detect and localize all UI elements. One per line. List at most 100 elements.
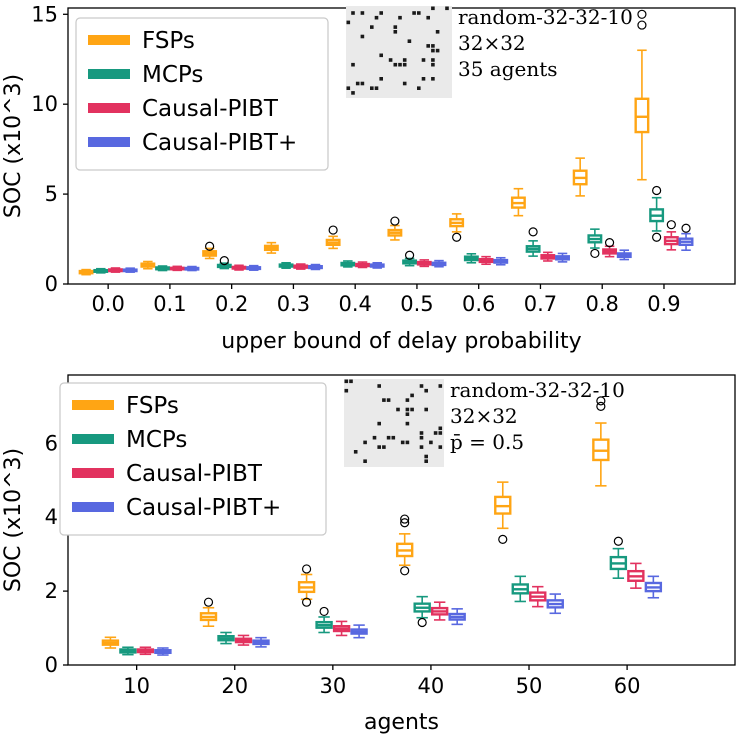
map-obstacle-cell bbox=[405, 421, 410, 426]
map-obstacle-cell bbox=[405, 440, 410, 445]
map-obstacle-cell bbox=[433, 431, 438, 435]
legend-item-FSPs: FSPs bbox=[72, 393, 179, 419]
box-Causal-PIBT+-40 bbox=[448, 608, 466, 626]
map-obstacle-cell bbox=[377, 384, 381, 388]
x-tick-label: 0.4 bbox=[338, 292, 371, 316]
y-axis-label: SOC (x10^3) bbox=[1, 74, 26, 218]
x-tick-label: 0.6 bbox=[462, 292, 495, 316]
map-obstacle-cell bbox=[351, 11, 355, 15]
box-Causal-PIBT+-0.9 bbox=[678, 223, 694, 251]
outlier-circle bbox=[319, 606, 329, 617]
map-obstacle-cell bbox=[426, 44, 430, 48]
outlier-circle bbox=[681, 223, 691, 233]
map-obstacle-cell bbox=[426, 15, 430, 20]
legend-item-Causal-PIBT: Causal-PIBT bbox=[72, 461, 263, 487]
box-Causal-PIBT-0.0 bbox=[108, 267, 123, 273]
map-obstacle-cell bbox=[402, 81, 407, 86]
box-FSPs-0.6 bbox=[449, 213, 465, 242]
map-obstacle-cell bbox=[370, 25, 374, 29]
box-MCPs-0.5 bbox=[402, 250, 418, 267]
legend-box bbox=[75, 17, 329, 171]
map-obstacle-cell bbox=[363, 459, 367, 463]
y-tick-label: 4 bbox=[45, 505, 58, 529]
outlier-circle bbox=[390, 216, 400, 226]
box-Causal-PIBT-0.2 bbox=[231, 264, 247, 271]
box-MCPs-40 bbox=[413, 595, 431, 628]
box-FSPs-0.3 bbox=[263, 241, 279, 254]
outlier-circle bbox=[637, 20, 647, 30]
outlier-circle bbox=[205, 241, 215, 251]
y-tick-label: 15 bbox=[31, 2, 58, 26]
annotation-line: random-32-32-10 bbox=[450, 378, 625, 402]
map-obstacle-cell bbox=[438, 384, 443, 388]
map-obstacle-cell bbox=[417, 11, 421, 15]
map-obstacle-cell bbox=[344, 388, 349, 393]
y-tick-label: 0 bbox=[45, 653, 58, 677]
box-Causal-PIBT-0.3 bbox=[293, 263, 309, 270]
x-tick-label: 0.2 bbox=[215, 292, 248, 316]
map-obstacle-cell bbox=[429, 440, 433, 445]
box-FSPs-0.4 bbox=[325, 225, 341, 250]
map-obstacle-cell bbox=[421, 58, 426, 62]
box-MCPs-0.2 bbox=[216, 256, 232, 270]
box-FSPs-30 bbox=[297, 564, 316, 607]
map-obstacle-cell bbox=[438, 426, 443, 431]
box-Causal-PIBT-0.5 bbox=[416, 259, 432, 268]
y-axis-label: SOC (x10^3) bbox=[1, 448, 26, 592]
map-obstacle-cell bbox=[410, 407, 414, 412]
map-obstacle-cell bbox=[424, 454, 428, 459]
map-obstacle-cell bbox=[393, 62, 398, 67]
y-tick-label: 0 bbox=[45, 272, 58, 296]
x-tick-label: 20 bbox=[221, 674, 248, 698]
x-tick-label: 0.8 bbox=[586, 292, 619, 316]
map-obstacle-cell bbox=[421, 77, 426, 81]
outlier-circle bbox=[417, 617, 427, 628]
box-Causal-PIBT+-0.8 bbox=[616, 249, 632, 261]
box-FSPs-40 bbox=[395, 514, 414, 576]
map-obstacle-cell bbox=[431, 6, 435, 11]
map-obstacle-cell bbox=[396, 407, 400, 412]
box-FSPs-0.2 bbox=[202, 241, 218, 260]
legend-label: Causal-PIBT+ bbox=[126, 495, 281, 521]
map-obstacle-cell bbox=[412, 11, 416, 15]
box-MCPs-0.3 bbox=[278, 261, 294, 269]
legend-box bbox=[59, 382, 327, 536]
box-Causal-PIBT+-0.2 bbox=[246, 264, 262, 271]
map-obstacle-cell bbox=[400, 440, 405, 445]
box-FSPs-0.0 bbox=[78, 268, 94, 276]
map-obstacle-cell bbox=[410, 393, 414, 398]
x-tick-label: 50 bbox=[516, 674, 543, 698]
map-obstacle-cell bbox=[419, 435, 424, 440]
outlier-circle bbox=[219, 256, 229, 266]
map-obstacle-cell bbox=[374, 15, 379, 20]
box-Causal-PIBT+-0.5 bbox=[431, 259, 447, 268]
box-Causal-PIBT-30 bbox=[332, 620, 351, 637]
box-Causal-PIBT-0.1 bbox=[169, 265, 185, 272]
box-Causal-PIBT-60 bbox=[627, 562, 645, 589]
chart-soc-vs-agents: 10 20 30 40 50 60 0 2 4 6 agents SOC (x10^3) FSPs MCP… bbox=[1, 374, 736, 735]
box-MCPs-60 bbox=[609, 536, 628, 579]
box-Causal-PIBT-50 bbox=[529, 585, 547, 608]
box-Causal-PIBT+-0.4 bbox=[369, 261, 385, 269]
x-tick-label: 40 bbox=[418, 674, 445, 698]
map-obstacle-cell bbox=[379, 77, 383, 81]
map-obstacle-cell bbox=[346, 86, 351, 90]
box-FSPs-50 bbox=[494, 481, 512, 544]
map-obstacle-cell bbox=[386, 398, 391, 402]
outlier-circle bbox=[400, 518, 410, 528]
legend-item-Causal-PIBT: Causal-PIBT bbox=[88, 96, 279, 122]
map-obstacle-cell bbox=[419, 431, 424, 435]
box-MCPs-0.0 bbox=[93, 267, 109, 274]
legend-label: FSPs bbox=[142, 28, 195, 54]
legend-label: Causal-PIBT bbox=[142, 96, 279, 122]
map-obstacle-cell bbox=[355, 81, 360, 86]
box-Causal-PIBT+-0.7 bbox=[555, 252, 570, 263]
map-obstacle-cell bbox=[435, 48, 440, 53]
map-obstacle-cell bbox=[379, 11, 383, 15]
map-obstacle-cell bbox=[360, 11, 365, 15]
map-obstacle-cell bbox=[370, 86, 374, 90]
map-obstacle-cell bbox=[382, 445, 386, 449]
legend-label: Causal-PIBT bbox=[126, 461, 263, 487]
map-obstacle-cell bbox=[402, 58, 407, 62]
outlier-circle bbox=[590, 248, 600, 259]
